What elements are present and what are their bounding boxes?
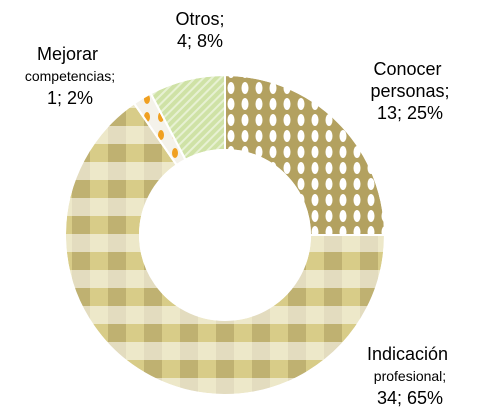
value-label: 13; 25% [377, 103, 443, 123]
slice-pattern [224, 73, 387, 236]
slice-pattern [64, 101, 387, 396]
category-line: Indicación [367, 344, 453, 364]
value-label: 34; 65% [377, 388, 443, 408]
value-label: 1; 2% [47, 88, 93, 108]
data-label: Mejorar competencias; 1; 2% [25, 44, 115, 108]
slice-pattern [149, 73, 226, 162]
category-label: Indicación profesional; [367, 344, 453, 384]
category-line: Otros; [175, 9, 224, 29]
slice [64, 101, 387, 396]
data-label: Conocer personas; 13; 25% [370, 59, 449, 123]
category-line: Conocer [373, 59, 446, 79]
slice [224, 73, 387, 236]
category-label: Conocer personas; [370, 59, 449, 101]
category-line: Mejorar [37, 44, 103, 64]
slice [149, 73, 226, 162]
data-label: Indicación profesional; 34; 65% [367, 344, 453, 408]
category-line: competencias; [25, 68, 115, 84]
category-label: Mejorar competencias; [25, 44, 115, 84]
slice [132, 91, 187, 167]
data-label: Otros; 4; 8% [175, 9, 224, 51]
value-label: 4; 8% [177, 31, 223, 51]
category-label: Otros; [175, 9, 224, 29]
category-line: personas; [370, 81, 449, 101]
category-line: profesional; [374, 368, 446, 384]
